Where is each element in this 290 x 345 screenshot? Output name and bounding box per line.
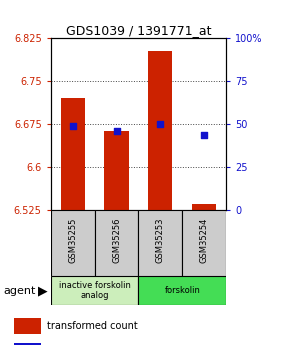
Text: ▶: ▶	[38, 284, 47, 297]
Bar	[51, 276, 139, 305]
Text: GSM35255: GSM35255	[68, 217, 77, 263]
Text: GSM35253: GSM35253	[156, 217, 165, 263]
Title: GDS1039 / 1391771_at: GDS1039 / 1391771_at	[66, 24, 211, 37]
Bar	[139, 276, 226, 305]
Bar	[104, 131, 128, 210]
Bar	[95, 210, 139, 276]
Text: agent: agent	[3, 286, 35, 296]
Bar	[192, 204, 216, 210]
Text: inactive forskolin
analog: inactive forskolin analog	[59, 281, 130, 300]
Point	[202, 132, 206, 137]
Bar	[139, 210, 182, 276]
Text: forskolin: forskolin	[164, 286, 200, 295]
Point	[70, 123, 75, 129]
Point	[158, 121, 163, 127]
Text: GSM35256: GSM35256	[112, 217, 121, 263]
Text: GSM35254: GSM35254	[200, 217, 209, 263]
Bar	[14, 318, 41, 334]
Bar	[182, 210, 226, 276]
Bar	[51, 210, 95, 276]
Bar	[14, 343, 41, 345]
Bar	[148, 51, 173, 210]
Text: transformed count: transformed count	[47, 321, 138, 331]
Point	[114, 128, 119, 134]
Bar	[61, 98, 85, 210]
